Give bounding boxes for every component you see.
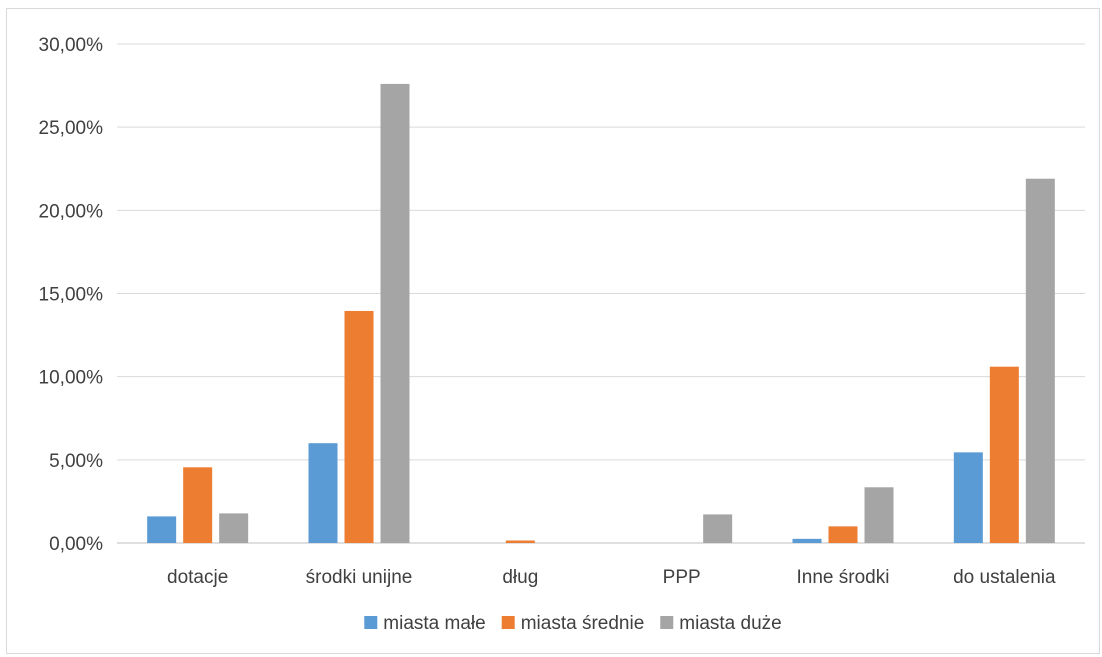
y-tick-label: 10,00%	[39, 368, 104, 389]
bar-1-1	[147, 516, 177, 543]
y-tick-label: 25,00%	[39, 118, 104, 139]
bar-2-3	[505, 540, 535, 543]
bar-1-6	[953, 452, 983, 543]
bar-3-6	[1025, 178, 1055, 544]
legend-item: miasta średnie	[501, 613, 645, 634]
bar-2-5	[828, 526, 858, 543]
bar-2-2	[344, 310, 374, 543]
chart-frame: 0,00% 5,00% 10,00% 15,00% 20,00% 25,00% 30,00%…	[6, 8, 1100, 654]
legend: miasta małe miasta średnie miasta duże	[364, 613, 782, 634]
x-tick-label: środki unijne	[306, 567, 413, 588]
legend-swatch	[660, 616, 674, 629]
legend-label: miasta małe	[383, 613, 485, 634]
bar-1-2	[308, 443, 338, 543]
y-tick-label: 5,00%	[49, 451, 103, 472]
legend-item: miasta małe	[364, 613, 486, 634]
legend-label: miasta średnie	[521, 613, 645, 634]
x-tick-label: PPP	[663, 567, 701, 588]
bars	[147, 83, 1055, 544]
x-tick-label: dotacje	[167, 567, 228, 588]
bar-2-6	[989, 366, 1019, 543]
bar-3-2	[380, 83, 410, 544]
gridlines	[117, 43, 1085, 544]
bar-1-5	[792, 538, 822, 543]
bar-2-1	[183, 467, 213, 543]
legend-item: miasta duże	[660, 613, 782, 634]
y-tick-label: 30,00%	[39, 35, 104, 56]
legend-label: miasta duże	[679, 613, 781, 634]
legend-swatch	[364, 616, 378, 629]
x-axis-ticks: dotacje środki unijne dług PPP Inne środki do…	[167, 567, 1056, 588]
y-axis-ticks: 0,00% 5,00% 10,00% 15,00% 20,00% 25,00% 30,00%	[39, 35, 104, 555]
bar-chart: 0,00% 5,00% 10,00% 15,00% 20,00% 25,00% 30,00%…	[39, 35, 1085, 634]
x-tick-label: do ustalenia	[953, 567, 1056, 588]
legend-swatch	[501, 616, 515, 629]
bar-3-4	[703, 514, 733, 543]
bar-3-5	[864, 487, 894, 543]
y-tick-label: 20,00%	[39, 201, 104, 222]
x-tick-label: Inne środki	[797, 567, 890, 588]
x-tick-label: dług	[502, 567, 538, 588]
y-tick-label: 15,00%	[39, 285, 104, 306]
bar-3-1	[219, 513, 249, 543]
y-tick-label: 0,00%	[49, 534, 103, 555]
